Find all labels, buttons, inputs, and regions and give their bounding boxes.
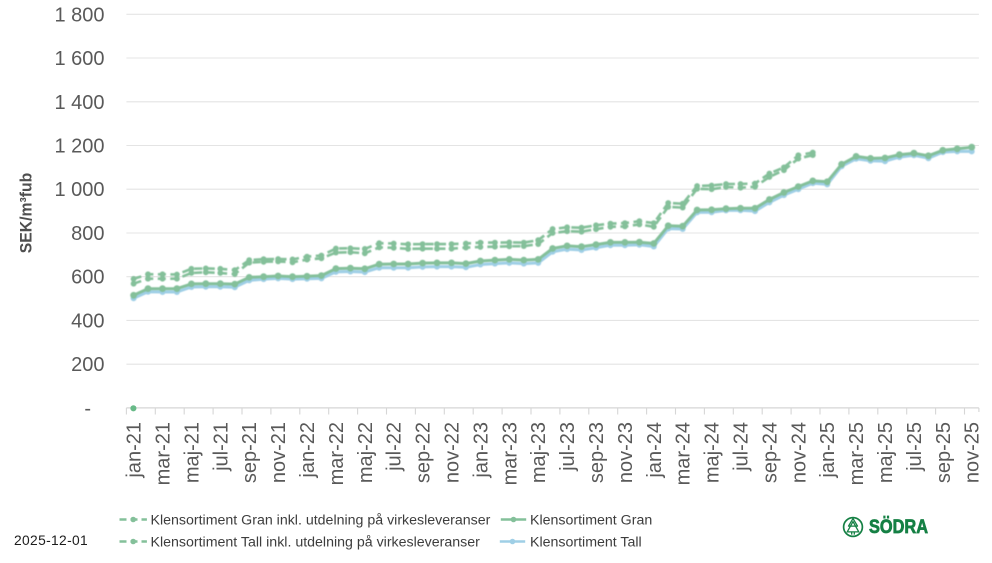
svg-text:sep-21: sep-21 (239, 422, 261, 483)
svg-text:nov-21: nov-21 (268, 422, 290, 483)
svg-text:jul-24: jul-24 (731, 422, 753, 472)
svg-text:Klensortiment Tall: Klensortiment Tall (530, 535, 642, 551)
svg-text:jul-21: jul-21 (210, 422, 232, 472)
svg-text:jan-23: jan-23 (470, 422, 492, 479)
svg-text:sep-23: sep-23 (586, 422, 608, 483)
svg-text:jan-22: jan-22 (297, 422, 319, 479)
svg-text:nov-24: nov-24 (788, 422, 810, 483)
svg-text:1 000: 1 000 (54, 179, 104, 201)
svg-text:Klensortiment Gran: Klensortiment Gran (530, 513, 652, 529)
svg-text:2025-12-01: 2025-12-01 (14, 533, 88, 548)
svg-text:sep-22: sep-22 (413, 422, 435, 483)
svg-text:sep-24: sep-24 (759, 422, 781, 483)
svg-text:SÖDRA: SÖDRA (869, 515, 928, 538)
svg-text:mar-22: mar-22 (326, 422, 348, 485)
svg-text:800: 800 (71, 223, 104, 245)
svg-text:1 800: 1 800 (54, 4, 104, 26)
svg-text:mar-25: mar-25 (846, 422, 868, 485)
svg-text:200: 200 (71, 354, 104, 376)
svg-text:400: 400 (71, 310, 104, 332)
svg-text:nov-23: nov-23 (615, 422, 637, 483)
svg-text:maj-24: maj-24 (702, 422, 724, 483)
svg-text:Klensortiment Tall inkl. utdel: Klensortiment Tall inkl. utdelning på vi… (151, 535, 481, 551)
svg-text:maj-22: maj-22 (355, 422, 377, 483)
svg-text:sep-25: sep-25 (933, 422, 955, 483)
svg-text:600: 600 (71, 267, 104, 289)
svg-text:SEK/m³fub: SEK/m³fub (17, 173, 36, 254)
svg-text:nov-25: nov-25 (962, 422, 984, 483)
svg-text:-: - (84, 398, 91, 420)
svg-text:mar-24: mar-24 (673, 422, 695, 485)
svg-text:jul-22: jul-22 (384, 422, 406, 472)
svg-text:mar-23: mar-23 (499, 422, 521, 485)
svg-text:Klensortiment Gran inkl. utdel: Klensortiment Gran inkl. utdelning på vi… (151, 513, 491, 529)
svg-text:mar-21: mar-21 (153, 422, 175, 485)
svg-text:jan-24: jan-24 (644, 422, 666, 479)
svg-text:maj-25: maj-25 (875, 422, 897, 483)
svg-text:jul-25: jul-25 (904, 422, 926, 472)
svg-text:1 600: 1 600 (54, 48, 104, 70)
svg-text:maj-21: maj-21 (181, 422, 203, 483)
svg-text:1 200: 1 200 (54, 136, 104, 158)
svg-text:1 400: 1 400 (54, 92, 104, 114)
svg-text:maj-23: maj-23 (528, 422, 550, 483)
svg-text:jul-23: jul-23 (557, 422, 579, 472)
svg-text:nov-22: nov-22 (442, 422, 464, 483)
svg-text:jan-21: jan-21 (124, 422, 146, 479)
svg-text:jan-25: jan-25 (817, 422, 839, 479)
